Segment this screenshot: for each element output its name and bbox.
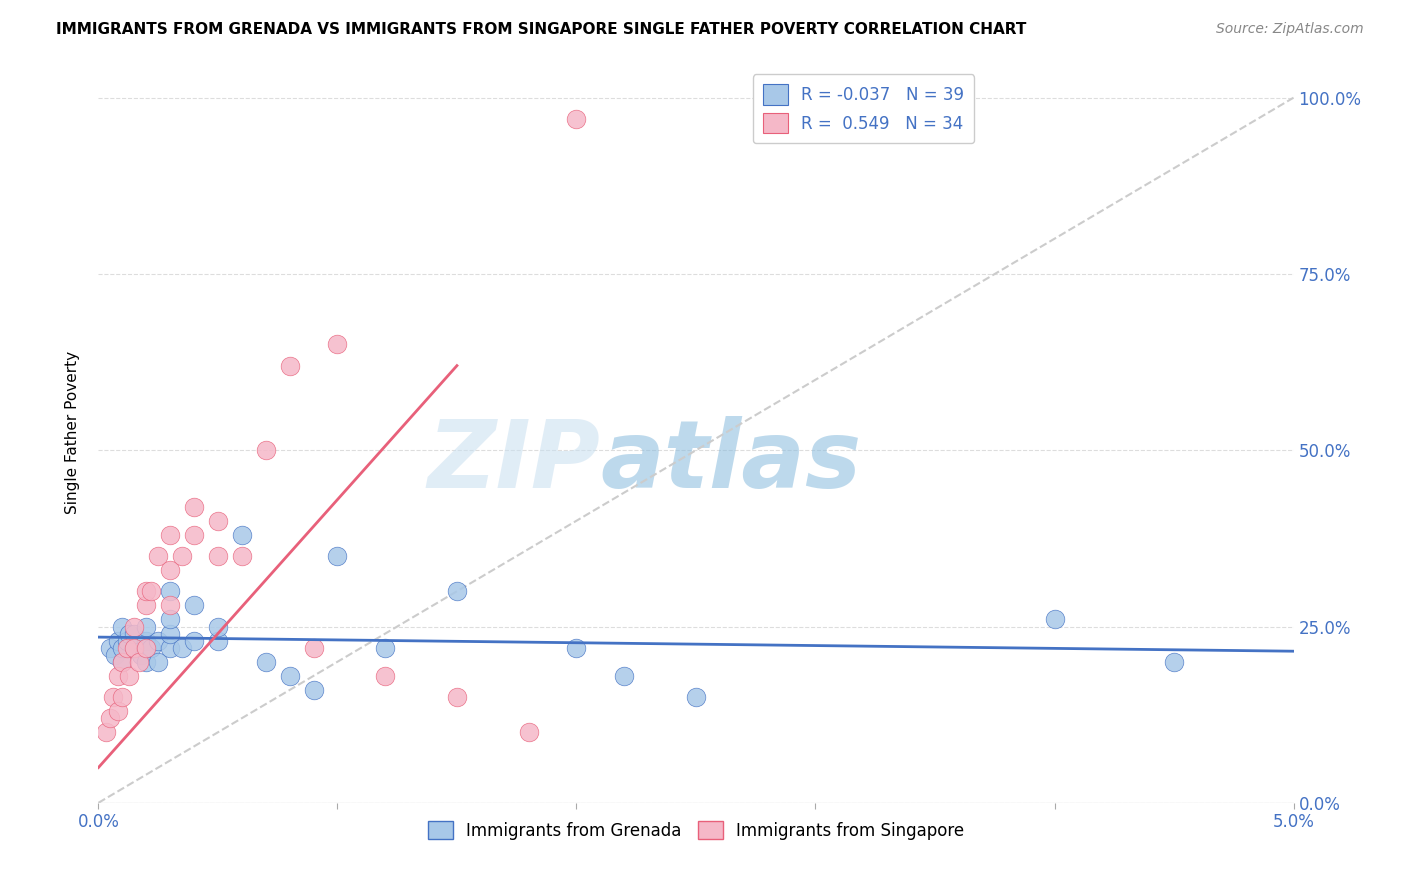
Point [148,633,170,648]
Point [565,112,588,126]
Point [159,626,181,640]
Point [118,669,141,683]
Point [139,584,162,599]
Point [517,725,540,739]
Point [115,633,138,648]
Point [159,599,181,613]
Point [101,690,124,704]
Point [148,655,170,669]
Point [111,655,134,669]
Point [1163,655,1185,669]
Point [111,690,134,704]
Text: atlas: atlas [600,417,862,508]
Point [207,619,229,633]
Point [278,669,301,683]
Point [446,584,468,599]
Point [135,584,157,599]
Point [124,626,146,640]
Point [302,640,325,655]
Point [135,655,157,669]
Point [107,633,129,648]
Point [183,599,205,613]
Point [302,683,325,698]
Point [159,528,181,542]
Point [374,669,396,683]
Point [183,633,205,648]
Point [98,640,122,655]
Point [111,655,134,669]
Text: Source: ZipAtlas.com: Source: ZipAtlas.com [1216,22,1364,37]
Point [231,528,253,542]
Point [115,640,138,655]
Point [446,690,468,704]
Point [159,612,181,626]
Text: IMMIGRANTS FROM GRENADA VS IMMIGRANTS FROM SINGAPORE SINGLE FATHER POVERTY CORRE: IMMIGRANTS FROM GRENADA VS IMMIGRANTS FR… [56,22,1026,37]
Point [278,359,301,373]
Point [107,669,129,683]
Point [94,725,117,739]
Point [104,648,127,662]
Point [172,549,194,563]
Point [565,640,588,655]
Point [159,584,181,599]
Point [124,619,146,633]
Point [183,528,205,542]
Point [1043,612,1066,626]
Point [135,640,157,655]
Point [231,549,253,563]
Point [207,514,229,528]
Point [135,599,157,613]
Point [135,633,157,648]
Point [207,549,229,563]
Point [118,626,141,640]
Point [613,669,636,683]
Point [98,711,122,725]
Y-axis label: Single Father Poverty: Single Father Poverty [65,351,80,514]
Point [254,443,277,458]
Point [159,563,181,577]
Point [124,640,146,655]
Point [172,640,194,655]
Point [128,655,150,669]
Point [148,549,170,563]
Point [111,619,134,633]
Point [254,655,277,669]
Legend: Immigrants from Grenada, Immigrants from Singapore: Immigrants from Grenada, Immigrants from… [420,814,972,847]
Point [326,549,349,563]
Point [183,500,205,514]
Point [685,690,707,704]
Point [135,640,157,655]
Point [131,648,153,662]
Point [135,619,157,633]
Point [124,640,146,655]
Point [207,633,229,648]
Point [159,640,181,655]
Point [326,337,349,351]
Point [107,704,129,718]
Point [139,640,162,655]
Text: ZIP: ZIP [427,417,600,508]
Point [111,640,134,655]
Point [374,640,396,655]
